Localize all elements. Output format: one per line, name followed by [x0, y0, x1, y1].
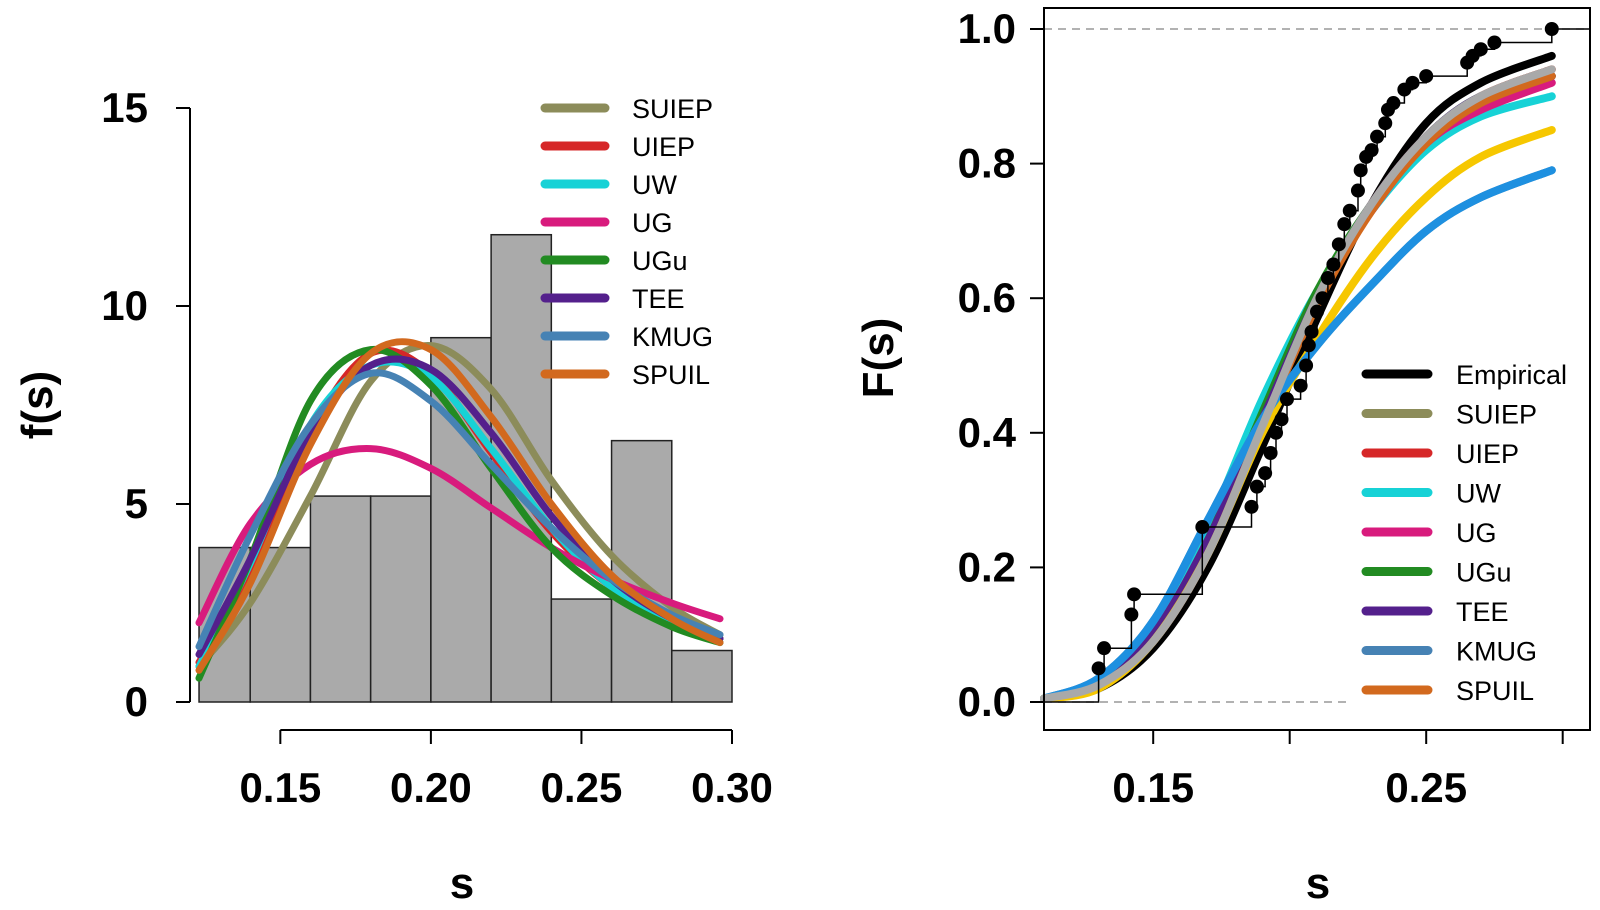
histogram-bar-4 — [369, 495, 432, 703]
x-axis-title: s — [450, 859, 474, 908]
empirical-point-21 — [1331, 237, 1346, 252]
legend-label-uw: UW — [1456, 479, 1501, 509]
legend-label-uw: UW — [632, 170, 677, 200]
x-tick-label-3: 0.30 — [691, 764, 773, 811]
legend-label-suiep: SUIEP — [632, 94, 713, 124]
histogram-bar-2 — [249, 546, 312, 703]
histogram-bar-8 — [610, 439, 673, 703]
empirical-point-11 — [1274, 412, 1289, 427]
legend-label-ug: UG — [1456, 518, 1497, 548]
cdf-panel: 0.0 0.2 0.4 0.6 0.8 1.0 0.15 0.25 s F(s) Empirical… — [854, 5, 1591, 908]
y-tick-label-1: 5 — [125, 480, 148, 527]
y-tick-label-5: 1.0 — [958, 5, 1016, 52]
empirical-point-34 — [1419, 69, 1434, 84]
empirical-point-13 — [1293, 378, 1308, 393]
density-panel: 0 5 10 15 0.15 0.20 0.25 0.30 s f(s) SUIEP UIEP UW UG… — [13, 84, 773, 908]
empirical-point-37 — [1473, 42, 1488, 57]
empirical-point-20 — [1326, 257, 1341, 272]
legend-label-empirical: Empirical — [1456, 360, 1567, 390]
y-axis-title: F(s) — [854, 318, 903, 399]
empirical-point-24 — [1350, 183, 1365, 198]
y-tick-label-2: 0.4 — [958, 409, 1017, 456]
y-tick-label-3: 15 — [101, 84, 148, 131]
y-tick-label-1: 0.2 — [958, 543, 1016, 590]
empirical-point-27 — [1364, 143, 1379, 158]
x-tick-label-0: 0.15 — [1112, 764, 1194, 811]
empirical-point-31 — [1386, 96, 1401, 111]
empirical-point-9 — [1263, 445, 1278, 460]
empirical-point-39 — [1544, 22, 1559, 36]
empirical-point-17 — [1310, 304, 1324, 319]
legend-label-ug: UG — [632, 208, 673, 238]
empirical-point-6 — [1244, 499, 1259, 514]
legend-label-ugu: UGu — [632, 246, 688, 276]
legend-label-kmug: KMUG — [1456, 637, 1537, 667]
y-tick-label-2: 10 — [101, 282, 148, 329]
cdf-curve-extra-11 — [1040, 65, 1556, 703]
empirical-point-5 — [1195, 520, 1210, 535]
empirical-point-8 — [1258, 466, 1273, 481]
empirical-point-22 — [1337, 217, 1352, 232]
empirical-point-15 — [1301, 338, 1316, 353]
density-curve-suiep — [195, 342, 724, 670]
x-tick-label-0: 0.15 — [239, 764, 321, 811]
empirical-point-3 — [1124, 607, 1139, 622]
empirical-point-28 — [1370, 129, 1385, 144]
empirical-point-38 — [1487, 35, 1502, 50]
legend-label-spuil: SPUIL — [632, 360, 710, 390]
y-tick-label-4: 0.8 — [958, 140, 1016, 187]
legend-label-spuil: SPUIL — [1456, 676, 1534, 706]
empirical-point-23 — [1342, 203, 1357, 218]
plot-frame — [1043, 7, 1591, 731]
x-tick-label-1: 0.20 — [390, 764, 472, 811]
empirical-point-2 — [1097, 641, 1112, 656]
x-axis-title: s — [1306, 859, 1330, 908]
density-curve-spuil — [195, 338, 724, 674]
y-tick-label-0: 0 — [125, 678, 148, 725]
x-tick-label-2: 0.25 — [541, 764, 623, 811]
legend-label-uiep: UIEP — [1456, 439, 1519, 469]
empirical-point-12 — [1279, 392, 1294, 407]
y-axis-title: f(s) — [13, 371, 62, 439]
empirical-point-10 — [1269, 425, 1284, 440]
legend-label-tee: TEE — [632, 284, 685, 314]
empirical-point-16 — [1304, 324, 1319, 339]
empirical-point-7 — [1249, 479, 1264, 494]
histogram-bar-7 — [550, 598, 613, 703]
legend-label-ugu: UGu — [1456, 558, 1512, 588]
y-tick-label-0: 0.0 — [958, 678, 1016, 725]
y-tick-label-3: 0.6 — [958, 274, 1016, 321]
empirical-point-18 — [1315, 291, 1330, 306]
histogram-bar-9 — [671, 649, 733, 703]
legend-label-tee: TEE — [1456, 597, 1509, 627]
legend-label-uiep: UIEP — [632, 132, 695, 162]
empirical-point-14 — [1299, 358, 1314, 373]
empirical-point-29 — [1378, 116, 1393, 131]
x-tick-label-2: 0.25 — [1385, 764, 1467, 811]
cdf-curve-extra-10 — [1040, 166, 1556, 703]
histogram-bar-3 — [309, 495, 372, 703]
empirical-point-19 — [1320, 271, 1335, 286]
empirical-point-1 — [1091, 661, 1106, 676]
legend-label-suiep: SUIEP — [1456, 400, 1537, 430]
legend-label-kmug: KMUG — [632, 322, 713, 352]
empirical-point-33 — [1405, 75, 1420, 90]
empirical-point-4 — [1127, 587, 1142, 602]
empirical-point-25 — [1353, 163, 1368, 178]
